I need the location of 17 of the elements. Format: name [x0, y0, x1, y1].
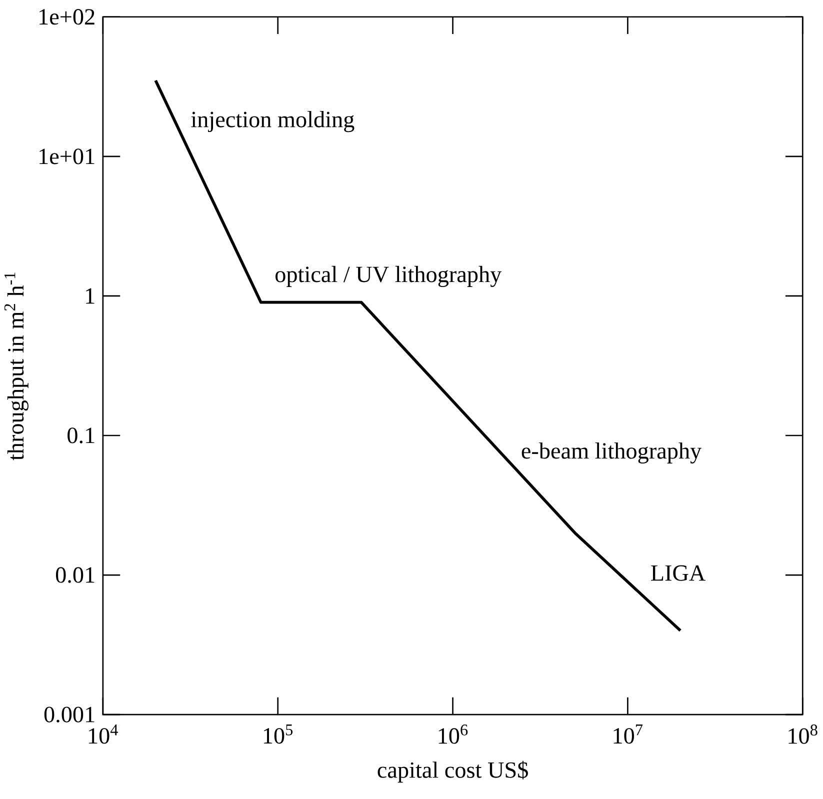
x-axis-title: capital cost US$	[378, 760, 528, 783]
y-tick-label: 1e+02	[40, 9, 94, 25]
x-tick-label: 10$^{7}$	[614, 724, 643, 744]
annotation: e-beam lithography	[522, 442, 702, 464]
x-tick-label: 10$^{6}$	[438, 724, 468, 744]
x-tick-label: 10$^{5}$	[264, 724, 293, 744]
annotation: LIGA	[651, 565, 706, 581]
x-tick-label: 10$^{4}$	[89, 724, 118, 744]
y-tick-label: 0.01	[56, 567, 94, 583]
y-axis-title: throughput in m$^{2}$ h$^{-1}$	[4, 272, 28, 460]
y-tick-label: 0.001	[44, 706, 94, 722]
annotation: injection molding	[191, 111, 354, 132]
y-tick-label: 1e+01	[40, 148, 94, 164]
x-tick-label: 10$^{8}$	[788, 724, 818, 744]
annotation: optical / UV lithography	[276, 266, 502, 288]
y-tick-label: 0.1	[68, 428, 94, 444]
y-tick-label: 1	[86, 288, 94, 304]
